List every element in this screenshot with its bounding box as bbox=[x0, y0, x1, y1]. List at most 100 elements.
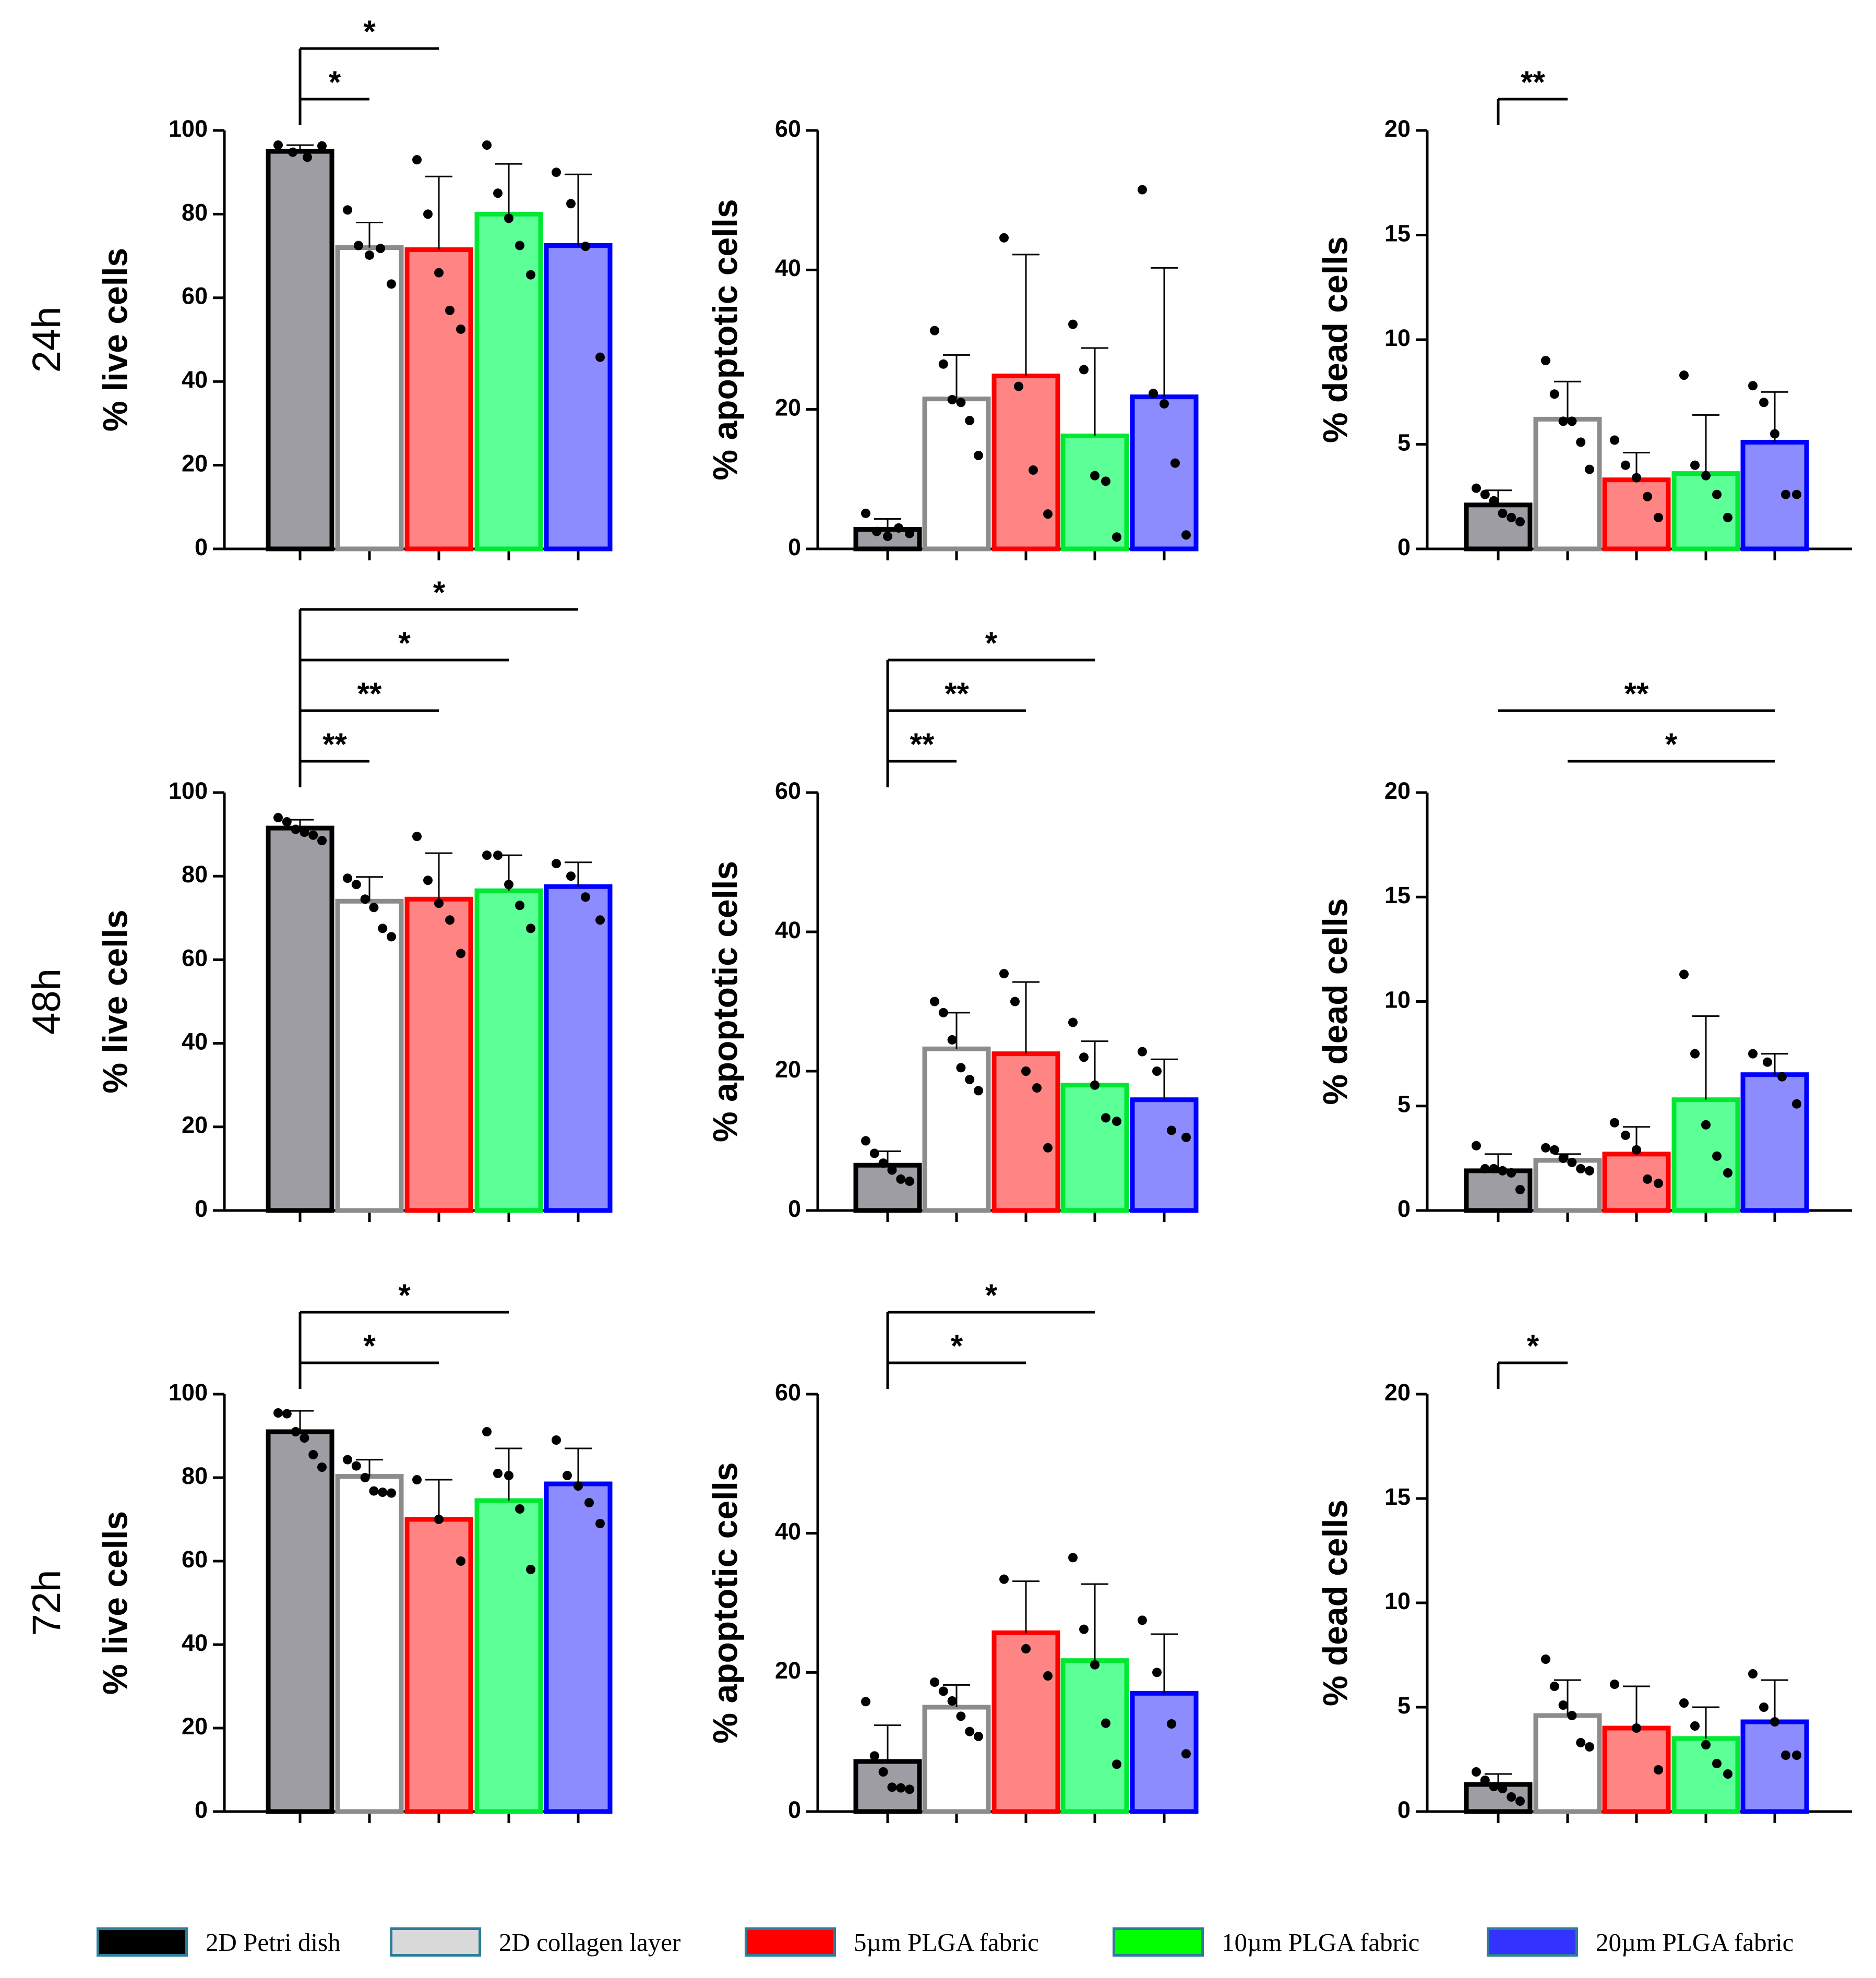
data-point bbox=[1498, 508, 1508, 518]
legend-item-0: 2D Petri dish bbox=[97, 1921, 341, 1963]
y-tick-label: 80 bbox=[182, 1462, 208, 1489]
y-tick-label: 15 bbox=[1384, 882, 1411, 908]
bar-3 bbox=[1060, 1658, 1129, 1814]
legend-label-3: 10µm PLGA fabric bbox=[1222, 1927, 1420, 1957]
y-tick-label: 0 bbox=[195, 1195, 208, 1222]
data-point bbox=[1654, 1765, 1663, 1775]
legend-swatch-3 bbox=[1113, 1927, 1204, 1957]
data-point bbox=[1701, 471, 1711, 481]
data-point bbox=[1167, 1719, 1176, 1729]
data-point bbox=[938, 1686, 948, 1696]
y-tick-label: 0 bbox=[1397, 1195, 1411, 1222]
sig-label: * bbox=[985, 626, 998, 661]
data-point bbox=[1515, 517, 1525, 526]
data-point bbox=[956, 398, 966, 407]
bar-2 bbox=[991, 1051, 1060, 1213]
sig-label: * bbox=[1665, 727, 1678, 762]
y-tick-label: 0 bbox=[195, 1796, 208, 1823]
bar-1 bbox=[335, 245, 404, 552]
y-tick-label: 20 bbox=[775, 394, 801, 421]
legend-swatch-1 bbox=[390, 1927, 481, 1957]
data-point bbox=[1181, 1749, 1191, 1759]
data-point bbox=[930, 997, 939, 1006]
data-point bbox=[1138, 1615, 1147, 1625]
data-point bbox=[1701, 1740, 1711, 1749]
y-tick-label: 20 bbox=[1384, 115, 1411, 142]
data-point bbox=[1679, 1698, 1689, 1708]
y-tick-label: 100 bbox=[169, 115, 208, 142]
y-axis-label: % live cells bbox=[95, 248, 134, 431]
data-point bbox=[1090, 1660, 1100, 1670]
data-point bbox=[896, 1174, 906, 1184]
data-point bbox=[1043, 509, 1053, 519]
data-point bbox=[883, 531, 892, 541]
data-point bbox=[999, 233, 1009, 243]
data-point bbox=[947, 1035, 957, 1045]
data-point bbox=[872, 526, 881, 536]
row-labels: 24h 48h 72h bbox=[25, 307, 69, 1636]
panel-r2-c1: % apoptotic cells 0 20 40 60 * * bbox=[706, 1278, 1199, 1823]
data-point bbox=[1101, 1718, 1110, 1728]
data-point bbox=[1507, 512, 1516, 522]
data-point bbox=[930, 1677, 939, 1687]
data-point bbox=[1643, 491, 1652, 501]
data-point bbox=[354, 241, 363, 250]
y-tick-label: 0 bbox=[1397, 1796, 1411, 1823]
data-point bbox=[317, 141, 327, 151]
data-point bbox=[1014, 381, 1023, 391]
row-label-48h: 48h bbox=[25, 968, 69, 1035]
bar-3 bbox=[1060, 433, 1129, 552]
data-point bbox=[303, 152, 312, 162]
data-point bbox=[308, 1450, 318, 1459]
data-point bbox=[343, 873, 352, 883]
data-point bbox=[1472, 483, 1481, 493]
data-point bbox=[965, 416, 975, 426]
data-point bbox=[1654, 1178, 1663, 1188]
data-point bbox=[965, 1727, 975, 1736]
bar-2 bbox=[404, 896, 473, 1213]
data-point bbox=[861, 1697, 870, 1707]
data-point bbox=[581, 242, 590, 251]
legend-label-0: 2D Petri dish bbox=[206, 1927, 341, 1957]
bar-3 bbox=[474, 1498, 543, 1814]
data-point bbox=[1723, 1168, 1732, 1178]
y-tick-label: 60 bbox=[775, 777, 801, 804]
y-tick-label: 10 bbox=[1384, 325, 1411, 351]
data-point bbox=[956, 1711, 966, 1721]
y-tick-label: 40 bbox=[775, 917, 801, 943]
data-point bbox=[300, 828, 309, 837]
data-point bbox=[412, 1475, 422, 1484]
data-point bbox=[1549, 1145, 1559, 1155]
bar-4 bbox=[1740, 1072, 1809, 1213]
data-point bbox=[1759, 398, 1769, 407]
data-point bbox=[1112, 532, 1121, 542]
bar-3 bbox=[1671, 1097, 1740, 1213]
data-point bbox=[1781, 1751, 1790, 1760]
data-point bbox=[504, 880, 513, 890]
data-point bbox=[1489, 1782, 1499, 1791]
data-point bbox=[360, 894, 370, 904]
bar-3 bbox=[1060, 1083, 1129, 1213]
data-point bbox=[1770, 429, 1779, 439]
data-point bbox=[291, 1427, 301, 1436]
data-point bbox=[1567, 416, 1577, 426]
data-point bbox=[595, 1519, 605, 1528]
legend: 2D Petri dish 2D collagen layer 5µm PLGA… bbox=[97, 1921, 1871, 1963]
y-tick-label: 60 bbox=[182, 283, 208, 309]
data-point bbox=[1090, 1080, 1100, 1090]
data-point bbox=[1712, 1151, 1722, 1161]
data-point bbox=[456, 949, 465, 958]
sig-label: ** bbox=[1624, 676, 1649, 711]
bar-4 bbox=[1130, 394, 1199, 552]
data-point bbox=[1558, 1700, 1568, 1710]
y-tick-label: 40 bbox=[775, 255, 801, 281]
y-tick-label: 10 bbox=[1384, 1588, 1411, 1614]
y-tick-label: 0 bbox=[788, 534, 801, 560]
panel-r0-c1: % apoptotic cells 0 20 40 60 bbox=[706, 115, 1199, 560]
y-axis-label: % dead cells bbox=[1316, 236, 1354, 443]
y-tick-label: 80 bbox=[182, 861, 208, 888]
data-point bbox=[434, 898, 444, 908]
